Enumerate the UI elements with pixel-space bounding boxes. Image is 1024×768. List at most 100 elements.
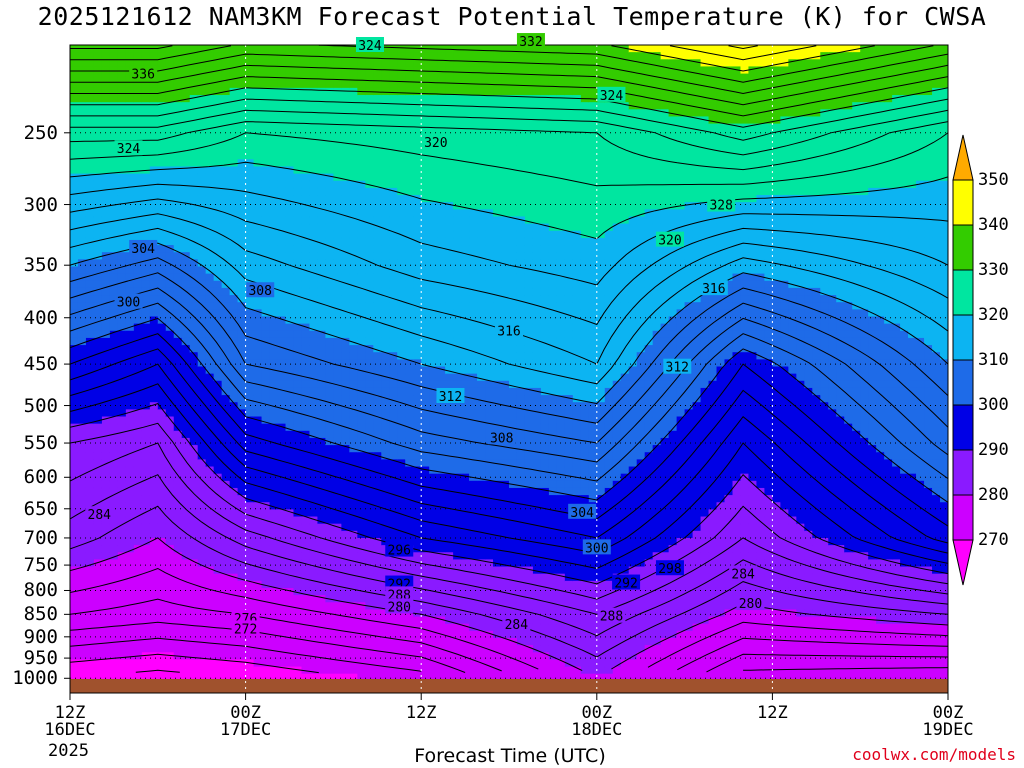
theta-fill-cell (181, 145, 191, 153)
theta-fill-cell (101, 116, 111, 125)
theta-fill-cell (309, 166, 319, 175)
theta-fill-cell (269, 187, 279, 196)
theta-fill-cell (157, 430, 167, 439)
theta-fill-cell (389, 352, 398, 360)
theta-fill-cell (493, 180, 502, 189)
theta-fill-cell (413, 273, 422, 282)
theta-fill-cell (461, 523, 470, 532)
theta-fill-cell (205, 116, 215, 125)
theta-fill-cell (469, 280, 478, 289)
theta-fill-cell (485, 516, 494, 525)
theta-fill-cell (261, 445, 271, 453)
theta-fill-cell (205, 209, 215, 218)
theta-fill-cell (349, 316, 358, 325)
theta-fill-cell (197, 45, 207, 53)
theta-fill-cell (421, 623, 430, 632)
theta-fill-cell (477, 59, 486, 68)
theta-fill-cell (333, 159, 342, 168)
theta-fill-cell (141, 295, 151, 303)
theta-fill-cell (237, 216, 247, 225)
theta-fill-cell (125, 616, 135, 625)
theta-fill-cell (173, 59, 183, 68)
theta-fill-cell (485, 102, 494, 110)
theta-fill-cell (485, 409, 494, 418)
theta-fill-cell (149, 95, 159, 103)
theta-fill-cell (165, 252, 175, 260)
theta-fill-cell (461, 387, 470, 396)
theta-fill-cell (477, 445, 486, 453)
theta-fill-cell (349, 130, 358, 139)
theta-fill-cell (70, 109, 79, 118)
theta-fill-cell (269, 666, 279, 675)
theta-fill-cell (477, 52, 486, 60)
theta-fill-cell (309, 373, 319, 382)
theta-fill-cell (317, 187, 327, 196)
theta-fill-cell (477, 209, 486, 218)
theta-fill-cell (501, 45, 510, 53)
theta-fill-cell (461, 216, 470, 225)
theta-fill-cell (325, 323, 334, 332)
theta-fill-cell (149, 359, 159, 368)
theta-fill-cell (317, 459, 327, 468)
theta-fill-cell (261, 66, 271, 75)
theta-fill-cell (101, 359, 111, 368)
theta-fill-cell (213, 480, 223, 489)
theta-fill-cell (261, 587, 271, 596)
theta-fill-cell (173, 566, 183, 575)
theta-fill-cell (245, 52, 255, 60)
theta-fill-cell (149, 445, 159, 453)
theta-fill-cell (285, 545, 295, 553)
theta-fill-cell (365, 195, 374, 203)
theta-fill-cell (229, 487, 239, 496)
theta-fill-cell (213, 145, 223, 153)
theta-fill-cell (301, 209, 311, 218)
theta-fill-cell (173, 430, 183, 439)
theta-fill-cell (309, 523, 319, 532)
theta-fill-cell (381, 495, 390, 503)
theta-fill-cell (325, 252, 334, 260)
theta-fill-cell (229, 180, 239, 189)
theta-fill-cell (197, 102, 207, 110)
theta-fill-cell (389, 530, 398, 539)
theta-fill-cell (301, 609, 311, 618)
theta-fill-cell (325, 173, 334, 182)
theta-fill-cell (261, 109, 271, 118)
theta-fill-cell (189, 380, 199, 389)
theta-fill-cell (269, 609, 279, 618)
theta-fill-cell (293, 580, 303, 589)
theta-fill-cell (477, 602, 486, 611)
theta-fill-cell (477, 202, 486, 210)
theta-fill-cell (421, 280, 430, 289)
theta-fill-cell (509, 345, 518, 353)
theta-fill-cell (117, 280, 127, 289)
theta-fill-cell (229, 223, 239, 232)
theta-fill-cell (269, 309, 279, 318)
theta-fill-cell (173, 259, 183, 268)
theta-fill-cell (269, 195, 279, 203)
theta-fill-cell (341, 137, 350, 146)
theta-fill-cell (421, 502, 430, 510)
theta-fill-cell (493, 173, 502, 182)
theta-fill-cell (461, 530, 470, 539)
theta-fill-cell (141, 630, 151, 639)
theta-fill-cell (237, 359, 247, 368)
theta-fill-cell (181, 459, 191, 468)
theta-fill-cell (101, 673, 111, 682)
theta-fill-cell (85, 530, 95, 539)
theta-fill-cell (237, 602, 247, 611)
theta-fill-cell (301, 137, 311, 146)
theta-fill-cell (165, 559, 175, 568)
theta-fill-cell (245, 145, 255, 153)
theta-fill-cell (469, 530, 478, 539)
theta-fill-cell (245, 587, 255, 596)
theta-fill-cell (453, 316, 462, 325)
theta-fill-cell (85, 502, 95, 510)
theta-fill-cell (157, 473, 167, 482)
theta-fill-cell (213, 473, 223, 482)
theta-fill-cell (101, 209, 111, 218)
theta-fill-cell (261, 152, 271, 160)
theta-fill-cell (277, 595, 287, 603)
theta-fill-cell (309, 302, 319, 310)
theta-fill-cell (85, 330, 95, 339)
theta-fill-cell (333, 480, 342, 489)
